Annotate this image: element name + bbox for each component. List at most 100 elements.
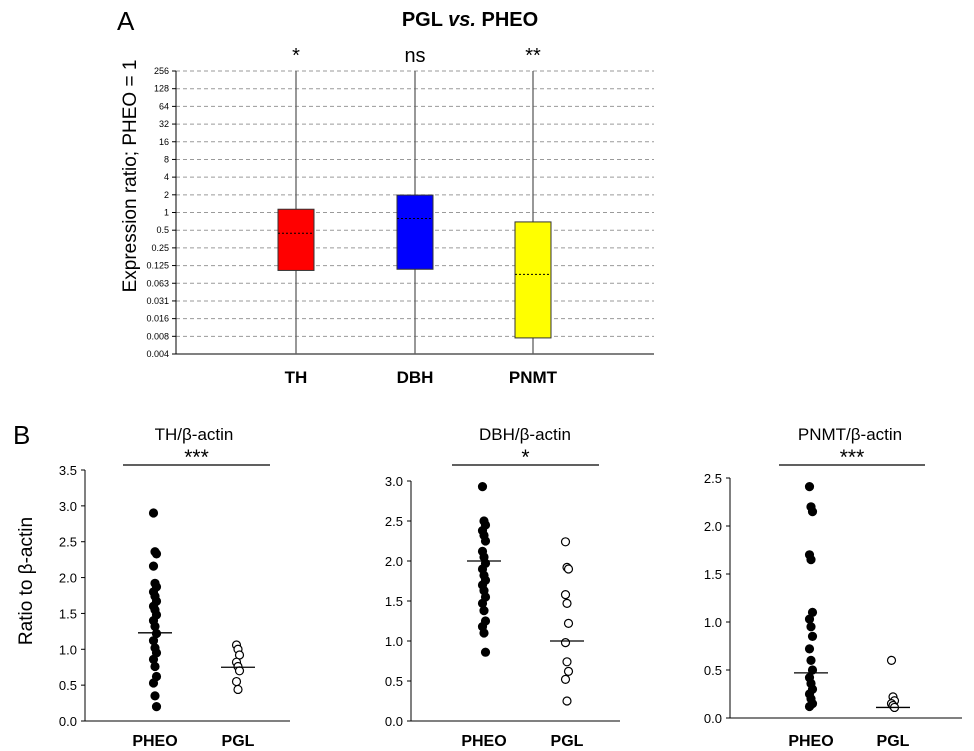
panel-a-title: PGL vs. PHEO [402, 9, 538, 31]
y-tick-label: 8 [164, 154, 169, 164]
significance-dbh: ns [404, 45, 425, 67]
pheo-point [807, 631, 818, 642]
y-tick-label: 0.004 [146, 349, 169, 359]
panel-a-title-vs: vs. [448, 9, 476, 31]
y-tick-label: 1.0 [59, 642, 77, 657]
y-tick-label: 0.0 [385, 714, 403, 729]
chart-title: TH/β-actin [155, 425, 234, 444]
y-tick-label: 0.016 [146, 314, 169, 324]
pheo-point [151, 702, 162, 712]
y-tick-label: 3.0 [385, 474, 403, 489]
panel-a-title-main: PGL [402, 9, 448, 31]
y-tick-label: 0.008 [146, 331, 169, 341]
pheo-point [148, 508, 159, 518]
y-tick-label: 3.0 [59, 499, 77, 514]
pgl-point [233, 684, 243, 695]
pheo-point [148, 561, 159, 571]
x-label-pheo: PHEO [132, 733, 177, 750]
significance-label: *** [184, 446, 209, 469]
box-dbh [396, 194, 434, 270]
y-tick-label: 1.5 [385, 594, 403, 609]
y-tick-label: 64 [159, 101, 169, 111]
pheo-point [804, 701, 815, 712]
pgl-point [562, 657, 572, 667]
panel-a-letter: A [117, 6, 135, 36]
x-label-pnmt: PNMT [509, 368, 558, 387]
pgl-point [560, 637, 571, 648]
panel-a-title-end: PHEO [476, 9, 538, 31]
pgl-point [886, 655, 897, 666]
pheo-point [806, 554, 816, 565]
y-tick-label: 0.5 [59, 678, 77, 693]
y-tick-label: 2.0 [385, 554, 403, 569]
y-tick-label: 0.25 [151, 243, 169, 253]
pheo-point [151, 549, 162, 559]
pheo-point [804, 644, 815, 654]
y-tick-label: 0.0 [59, 714, 77, 729]
pheo-point [807, 507, 818, 517]
y-tick-label: 2.5 [385, 514, 403, 529]
x-label-th: TH [285, 368, 308, 387]
y-tick-label: 32 [159, 119, 169, 129]
pgl-point [231, 676, 242, 687]
pheo-point [806, 655, 816, 666]
significance-th: * [292, 45, 300, 67]
significance-label: * [521, 446, 529, 469]
pgl-point [563, 564, 574, 574]
pheo-point [807, 665, 818, 675]
x-label-pgl: PGL [222, 733, 255, 750]
y-tick-label: 0.5 [385, 674, 403, 689]
y-tick-label: 128 [154, 84, 169, 94]
pheo-point [479, 605, 489, 616]
x-label-pheo: PHEO [788, 733, 833, 750]
pheo-point [477, 482, 488, 492]
panel-b-pnmt-chart: PNMT/β-actin 0.0 0.5 1.0 1.5 2.0 2.5 *** PHEO PGL [704, 425, 962, 750]
pheo-point [479, 628, 489, 638]
y-tick-label: 256 [154, 66, 169, 76]
y-tick-label: 1.0 [704, 615, 722, 630]
significance-pnmt: ** [525, 45, 541, 67]
significance-label: *** [840, 446, 865, 469]
y-tick-label: 0.125 [146, 261, 169, 271]
y-tick-label: 0.5 [704, 663, 722, 678]
pgl-point [560, 674, 571, 685]
y-tick-label: 0.0 [704, 711, 722, 726]
pgl-point [563, 666, 574, 677]
y-tick-label: 1 [164, 208, 169, 218]
pgl-point [563, 618, 574, 629]
y-tick-label: 2.0 [59, 571, 77, 586]
pgl-point [560, 537, 571, 547]
y-tick-label: 0.063 [146, 278, 169, 288]
pheo-point [804, 614, 815, 624]
panel-b-dbh-chart: DBH/β-actin 0.0 0.5 1.0 1.5 2.0 2.5 3.0 * PHEO PGL [385, 425, 620, 750]
pgl-point [234, 666, 245, 676]
panel-b-th-chart: TH/β-actin 0.0 0.5 1.0 1.5 2.0 2.5 3.0 3.5 *** PHE… [59, 425, 290, 750]
pheo-point [148, 678, 159, 688]
y-tick-label: 1.5 [704, 567, 722, 582]
panel-a-box-chart: 0.004 0.008 0.016 0.031 0.063 0.125 0.25 0.5 1 2 4… [146, 45, 654, 387]
panel-b-letter: B [13, 420, 30, 450]
panel-a-ylabel: Expression ratio; PHEO = 1 [120, 60, 141, 293]
pheo-point [150, 691, 160, 701]
y-tick-label: 2.5 [704, 471, 722, 486]
y-tick-label: 2 [164, 190, 169, 200]
y-tick-label: 2.0 [704, 519, 722, 534]
x-label-pheo: PHEO [461, 733, 506, 750]
y-tick-label: 3.5 [59, 463, 77, 478]
x-label-pgl: PGL [877, 733, 910, 750]
pgl-point [562, 598, 572, 609]
pgl-point [562, 696, 572, 706]
x-label-pgl: PGL [551, 733, 584, 750]
pheo-point [480, 536, 491, 546]
panel-b-ylabel: Ratio to β-actin [16, 517, 37, 645]
box-th [277, 208, 315, 271]
y-tick-label: 0.031 [146, 296, 169, 306]
pheo-point [804, 482, 815, 492]
y-tick-label: 2.5 [59, 535, 77, 550]
y-tick-label: 0.5 [156, 225, 169, 235]
y-tick-label: 1.5 [59, 606, 77, 621]
y-tick-label: 1.0 [385, 634, 403, 649]
chart-title: DBH/β-actin [479, 425, 571, 444]
chart-title: PNMT/β-actin [798, 425, 902, 444]
